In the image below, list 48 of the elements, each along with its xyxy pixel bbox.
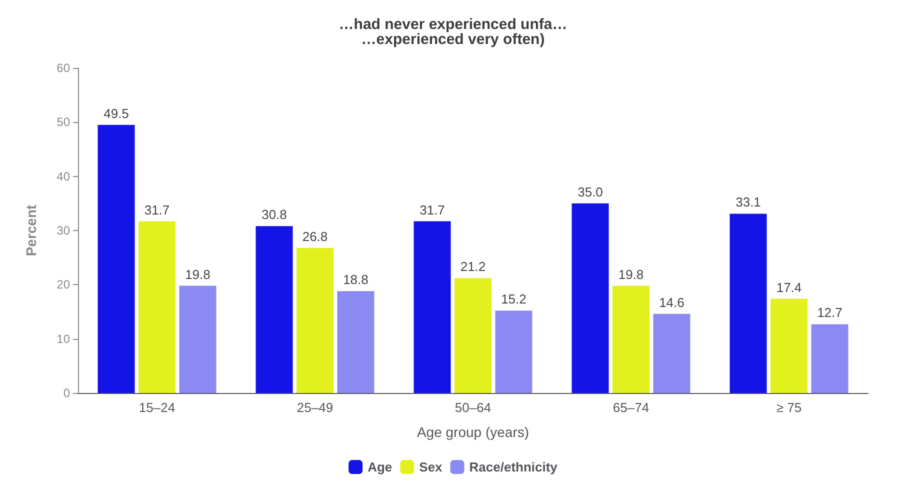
- text: 12.7: [817, 305, 842, 320]
- bar: [256, 226, 293, 393]
- y-tick-label: 50: [56, 115, 70, 130]
- bar: [138, 221, 176, 393]
- text: 49.5: [104, 106, 129, 121]
- y-tick-label: 20: [56, 278, 70, 292]
- text: 33.1: [736, 194, 761, 210]
- y-tick-label: 10: [56, 332, 70, 346]
- bar: [730, 214, 767, 393]
- x-tick-label: 15–24: [138, 400, 176, 415]
- legend-label: Race/ethnicity: [469, 460, 558, 474]
- y-tick-label: 60: [56, 61, 70, 75]
- bar: [337, 291, 374, 393]
- x-tick-label: ≥ 75: [776, 400, 802, 415]
- x-axis-title: Age group (years): [416, 424, 530, 440]
- x-tick-label: 50–64: [454, 400, 492, 415]
- y-tick-label: 30: [56, 224, 70, 238]
- text: 18.8: [343, 272, 368, 288]
- text: 17.4: [776, 280, 802, 295]
- bar: [495, 310, 532, 393]
- bar: [179, 286, 216, 393]
- chart-title: …had never experienced unfa… …experienced very often): [338, 16, 568, 48]
- text: 30.8: [262, 207, 287, 222]
- text: 21.2: [460, 259, 486, 274]
- y-axis-title: Percent: [23, 204, 39, 256]
- text: 35.0: [578, 184, 603, 200]
- text: 15.2: [501, 292, 526, 307]
- bar: [414, 221, 451, 393]
- y-tick-label: 0: [63, 386, 70, 400]
- bar: [296, 248, 334, 393]
- legend-label: Sex: [419, 460, 444, 474]
- bar: [98, 124, 135, 393]
- bar: [811, 324, 848, 393]
- bar: [612, 286, 650, 393]
- text: 14.6: [659, 294, 684, 310]
- text: 31.7: [144, 202, 170, 218]
- text: 19.8: [185, 266, 210, 282]
- bar: [572, 203, 609, 393]
- bar: [770, 298, 808, 393]
- bar: [653, 314, 690, 393]
- x-tick-label: 65–74: [612, 400, 650, 415]
- text: 19.8: [618, 266, 644, 282]
- text: 31.7: [420, 202, 445, 218]
- x-tick-label: 25–49: [296, 400, 334, 415]
- y-tick-label: 40: [56, 169, 70, 184]
- bar: [454, 278, 492, 393]
- legend-label: Age: [368, 460, 392, 474]
- text: 26.8: [302, 228, 328, 244]
